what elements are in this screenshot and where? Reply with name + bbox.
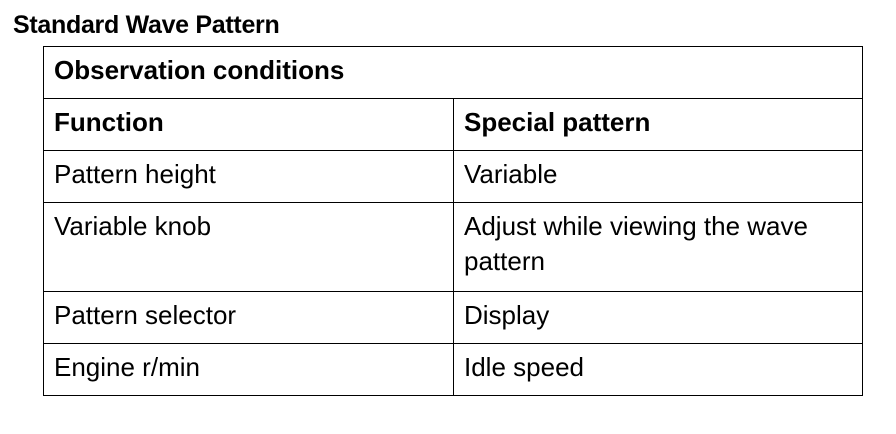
- special-pattern-cell: Adjust while viewing the wave pattern: [453, 202, 863, 292]
- table-row: Engine r/min Idle speed: [43, 343, 863, 396]
- page-title: Standard Wave Pattern: [13, 11, 280, 39]
- special-pattern-cell: Idle speed: [453, 343, 863, 396]
- special-pattern-cell: Variable: [453, 150, 863, 203]
- special-pattern-cell: Display: [453, 291, 863, 344]
- header-special-pattern: Special pattern: [453, 98, 863, 151]
- caption-cell: Observation conditions: [43, 46, 863, 99]
- table-caption-row: Observation conditions: [43, 46, 863, 99]
- table-row: Pattern selector Display: [43, 291, 863, 344]
- table-header-row: Function Special pattern: [43, 98, 863, 151]
- function-cell: Engine r/min: [43, 343, 454, 396]
- function-cell: Pattern height: [43, 150, 454, 203]
- observation-conditions-table: Observation conditions Function Special …: [43, 46, 863, 396]
- table-row: Pattern height Variable: [43, 150, 863, 203]
- table-row: Variable knob Adjust while viewing the w…: [43, 202, 863, 292]
- function-cell: Variable knob: [43, 202, 454, 292]
- function-cell: Pattern selector: [43, 291, 454, 344]
- header-function: Function: [43, 98, 454, 151]
